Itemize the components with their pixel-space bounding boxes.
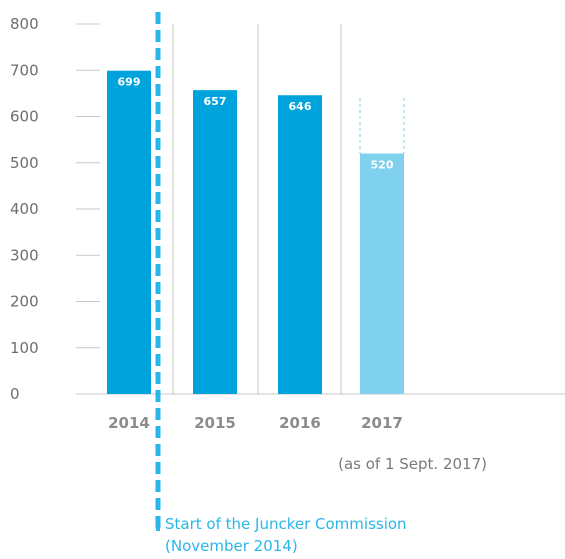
annotation-line1: Start of the Juncker Commission [165,515,407,533]
y-tick-label-0: 0 [10,385,20,403]
y-axis: 0 100 200 300 400 500 600 700 800 [10,15,100,403]
y-tick-label-400: 400 [10,200,39,218]
data-label-2017: 520 [371,159,394,172]
data-label-2016: 646 [289,100,312,113]
x-label-2016: 2016 [279,414,321,432]
bars: 699 657 646 520 [107,70,405,395]
data-label-2014: 699 [118,76,141,89]
y-tick-label-200: 200 [10,293,39,311]
x-label-2017: 2017 [361,414,403,432]
data-label-2015: 657 [204,95,227,108]
x-axis-labels: 2014 2015 2016 2017 [108,414,403,432]
category-separators [172,24,342,394]
y-tick-label-800: 800 [10,15,39,33]
annotation-line2: (November 2014) [165,537,298,555]
y-tick-label-600: 600 [10,108,39,126]
y-tick-label-700: 700 [10,61,39,79]
y-tick-label-500: 500 [10,154,39,172]
annotation-marker [156,516,160,531]
bar-2017 [360,153,404,394]
bar-2016 [278,95,322,394]
y-tick-label-100: 100 [10,339,39,357]
bar-2015 [193,90,237,394]
x-label-2015: 2015 [194,414,236,432]
date-note: (as of 1 Sept. 2017) [338,455,487,473]
bar-2014 [107,70,151,395]
x-label-2014: 2014 [108,414,150,432]
y-tick-label-300: 300 [10,246,39,264]
